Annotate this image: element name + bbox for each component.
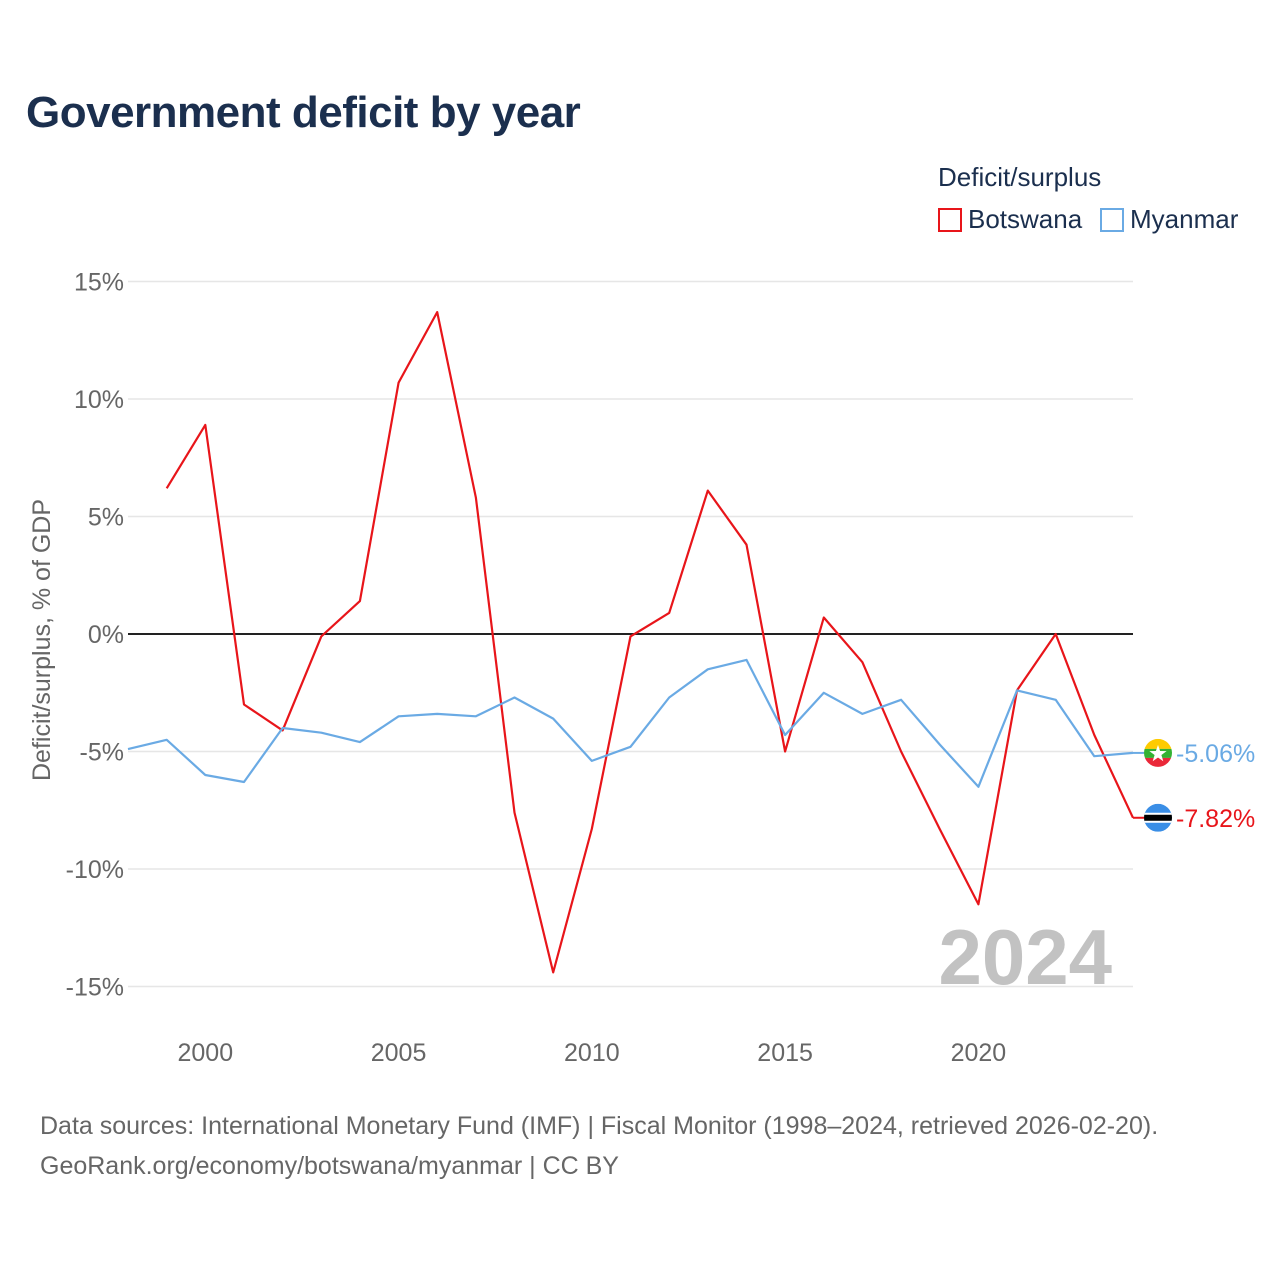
grid-lines: [128, 280, 1133, 988]
y-tick-label: 10%: [74, 386, 124, 414]
source-line-1: Data sources: International Monetary Fun…: [40, 1112, 1159, 1140]
botswana-flag: [1144, 803, 1172, 832]
legend-swatch-botswana: [938, 207, 962, 232]
x-tick-label: 2010: [564, 1039, 620, 1067]
y-tick-label: -5%: [80, 739, 124, 767]
y-tick-label: 0%: [88, 621, 124, 649]
legend-item-botswana[interactable]: Botswana: [938, 204, 1082, 235]
x-axis: 2000 2005 2010 2015 2020: [177, 1039, 1006, 1067]
x-tick-label: 2015: [757, 1039, 813, 1067]
y-axis: 15% 10% 5% 0% -5% -10% -15%: [66, 269, 124, 1002]
x-tick-label: 2005: [371, 1039, 427, 1067]
source-note: Data sources: International Monetary Fun…: [40, 1106, 1158, 1186]
myanmar-flag: [1144, 738, 1172, 767]
y-tick-label: -10%: [66, 856, 124, 884]
x-tick-label: 2020: [951, 1039, 1007, 1067]
series-line-botswana: [165, 311, 1134, 974]
year-watermark: 2024: [938, 913, 1112, 1001]
y-tick-label: -15%: [66, 974, 124, 1002]
line-chart: 15%10%5%0%-5%-10%-15% 2000 2005 2010 2015 20…: [28, 269, 1255, 1068]
series-lines: [127, 311, 1134, 974]
legend-item-myanmar[interactable]: Myanmar: [1100, 204, 1238, 235]
legend-label-myanmar: Myanmar: [1130, 204, 1239, 234]
series-line-myanmar: [127, 658, 1134, 788]
source-line-2[interactable]: GeoRank.org/economy/botswana/myanmar | C…: [40, 1152, 619, 1180]
legend-title: Deficit/surplus: [938, 162, 1102, 192]
x-tick-label: 2000: [177, 1039, 233, 1067]
page-title: Government deficit by year: [26, 88, 581, 137]
y-tick-label: 15%: [74, 269, 124, 297]
end-value-label-myanmar: -5.06%: [1176, 740, 1255, 768]
end-value-label-botswana: -7.82%: [1176, 805, 1255, 833]
y-axis-label: Deficit/surplus, % of GDP: [28, 499, 56, 781]
y-tick-label: 5%: [88, 504, 124, 532]
legend-swatch-myanmar: [1100, 207, 1124, 232]
end-labels: -7.82% -5.06%: [1133, 738, 1255, 833]
legend-label-botswana: Botswana: [968, 204, 1083, 234]
